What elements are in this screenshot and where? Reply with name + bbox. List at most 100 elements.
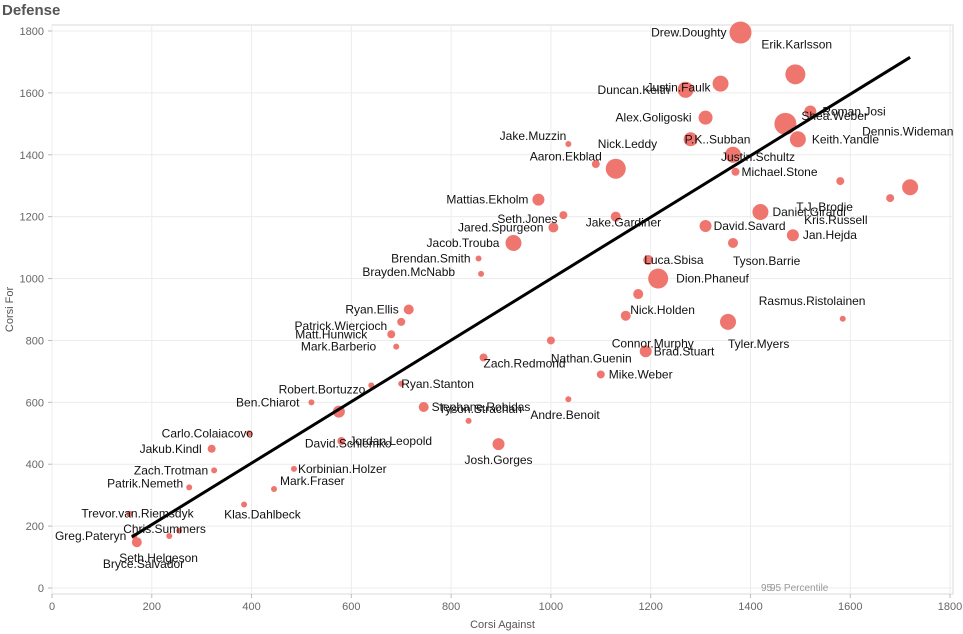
data-point[interactable] <box>591 160 600 169</box>
grid-lines <box>51 24 954 595</box>
data-point[interactable] <box>699 219 712 232</box>
data-point[interactable] <box>492 438 505 451</box>
data-point[interactable] <box>505 234 522 251</box>
data-point[interactable] <box>418 401 429 412</box>
point-label: Robert.Bortuzzo <box>279 382 366 396</box>
data-point[interactable] <box>836 177 845 186</box>
data-point[interactable] <box>565 396 572 403</box>
data-point[interactable] <box>465 417 472 424</box>
point-label: Ryan.Ellis <box>345 303 398 317</box>
point-label: Jacob.Trouba <box>427 236 500 250</box>
y-tick-label: 400 <box>26 459 44 471</box>
point-label: Erik.Karlsson <box>761 37 832 51</box>
point-label: Bryce.Salvador <box>103 557 184 571</box>
point-label: Jake.Muzzin <box>500 129 567 143</box>
data-point[interactable] <box>886 194 895 203</box>
data-point[interactable] <box>610 211 621 222</box>
data-point[interactable] <box>548 222 559 233</box>
data-point[interactable] <box>308 399 315 406</box>
data-point[interactable] <box>620 310 631 321</box>
y-tick-label: 800 <box>26 335 44 347</box>
point-label: David.Savard <box>714 219 786 233</box>
x-tick-label: 0 <box>49 601 55 613</box>
data-point[interactable] <box>559 211 568 220</box>
point-label: Luca.Sbisa <box>644 253 704 267</box>
point-label: Daniel.Girardi <box>772 205 845 219</box>
data-point[interactable] <box>475 255 482 262</box>
data-point[interactable] <box>290 465 297 472</box>
data-point[interactable] <box>839 315 846 322</box>
point-label: Keith.Yandle <box>812 132 879 146</box>
data-point[interactable] <box>728 237 739 248</box>
point-label: Justin.Schultz <box>721 150 795 164</box>
data-point[interactable] <box>241 501 248 508</box>
point-label: Carlo.Colaiacovo <box>162 426 254 440</box>
point-label: Matt.Hunwick <box>295 327 368 341</box>
data-point[interactable] <box>478 270 485 277</box>
data-point[interactable] <box>789 131 806 148</box>
data-point[interactable] <box>166 533 173 540</box>
point-label: Seth.Helgeson <box>119 551 198 565</box>
data-point[interactable] <box>729 21 752 44</box>
data-point[interactable] <box>677 81 694 98</box>
data-point[interactable] <box>683 132 698 147</box>
point-label: Mark.Barberio <box>301 340 377 354</box>
data-point[interactable] <box>596 370 605 379</box>
data-point[interactable] <box>271 485 278 492</box>
data-point[interactable] <box>633 289 644 300</box>
x-tick-label: 1200 <box>638 601 662 613</box>
data-point[interactable] <box>186 484 193 491</box>
data-point[interactable] <box>752 204 769 221</box>
x-tick-label: 1800 <box>938 601 962 613</box>
data-point[interactable] <box>393 343 400 350</box>
data-point[interactable] <box>397 317 406 326</box>
data-point[interactable] <box>648 268 669 289</box>
data-point[interactable] <box>720 313 737 330</box>
y-tick-label: 1600 <box>20 88 44 100</box>
data-point[interactable] <box>698 110 713 125</box>
data-point[interactable] <box>804 105 817 118</box>
data-point[interactable] <box>131 537 142 548</box>
data-point[interactable] <box>731 167 740 176</box>
data-point[interactable] <box>785 64 806 85</box>
data-point[interactable] <box>546 336 555 345</box>
data-point[interactable] <box>211 467 218 474</box>
point-label: Seth.Jones <box>497 212 557 226</box>
point-label: Dennis.Wideman <box>862 124 953 138</box>
data-point[interactable] <box>774 112 797 135</box>
data-point[interactable] <box>605 158 626 179</box>
data-point[interactable] <box>246 430 253 437</box>
data-point[interactable] <box>565 140 572 147</box>
data-point[interactable] <box>398 380 405 387</box>
data-point[interactable] <box>176 527 183 534</box>
data-point[interactable] <box>337 437 346 446</box>
point-label: Ryan.Stanton <box>401 377 474 391</box>
point-label: Roman.Josi <box>822 104 885 118</box>
point-labels: Drew.Doughty Erik.Karlsson Justin.FaulkDun… <box>55 26 954 594</box>
y-tick-label: 0 <box>38 583 44 595</box>
data-point[interactable] <box>126 510 133 517</box>
x-tick-label: 600 <box>342 601 360 613</box>
point-label: Patrick.Wiercioch <box>295 319 388 333</box>
data-point[interactable] <box>532 193 545 206</box>
data-point[interactable] <box>403 304 414 315</box>
data-point[interactable] <box>643 254 654 265</box>
data-point[interactable] <box>712 75 729 92</box>
x-tick-label: 200 <box>143 601 161 613</box>
point-label: Aaron.Ekblad <box>530 150 602 164</box>
y-tick-label: 200 <box>26 521 44 533</box>
data-point[interactable] <box>639 345 652 358</box>
data-point[interactable] <box>207 444 216 453</box>
data-point[interactable] <box>479 353 488 362</box>
point-label: Jordan.Leopold <box>349 434 432 448</box>
data-point[interactable] <box>387 330 396 339</box>
y-tick-label: 1000 <box>20 274 44 286</box>
data-point[interactable] <box>725 146 742 163</box>
point-label: Mike.Weber <box>609 367 673 381</box>
data-point[interactable] <box>902 179 919 196</box>
point-label: Nick.Holden <box>630 303 695 317</box>
data-point[interactable] <box>786 229 799 242</box>
point-label: Jan.Hejda <box>803 228 857 242</box>
